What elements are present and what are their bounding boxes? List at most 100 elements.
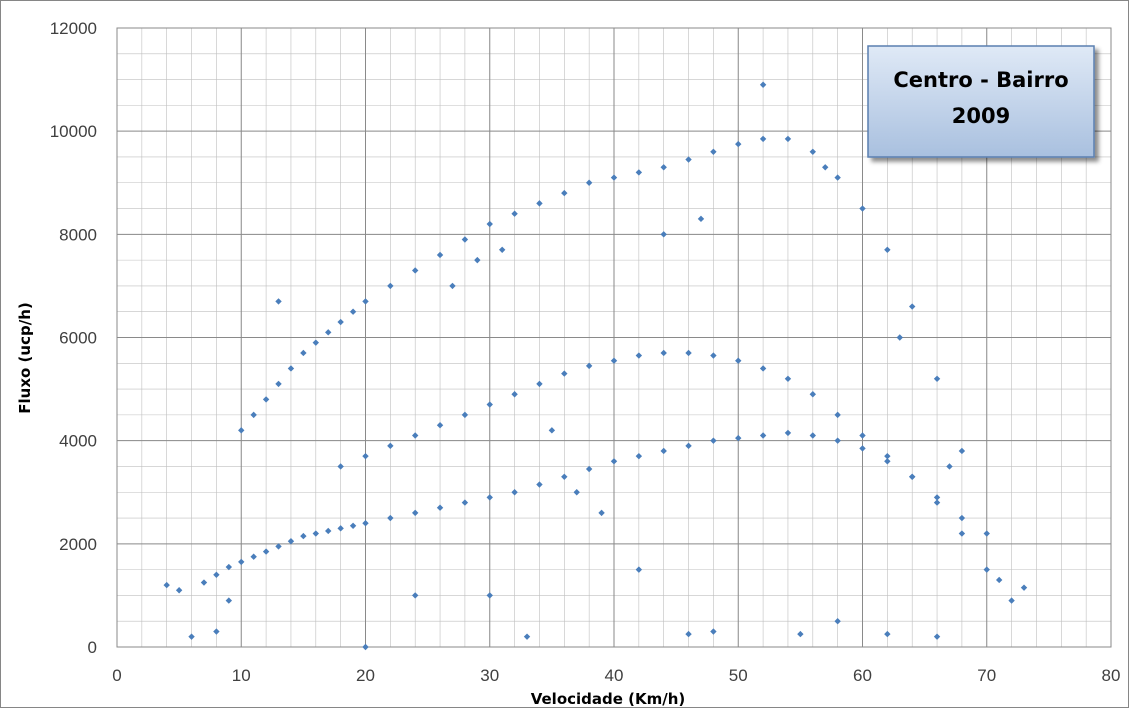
data-point: [412, 509, 419, 517]
chart-title-box: Centro - Bairro 2009: [867, 45, 1095, 158]
data-point: [287, 538, 295, 545]
data-point: [325, 329, 332, 336]
data-point: [536, 481, 543, 488]
data-point: [362, 452, 369, 460]
data-point: [933, 375, 941, 382]
data-point: [610, 458, 618, 465]
data-point: [685, 156, 692, 163]
x-tick-label: 50: [729, 666, 748, 685]
x-tick-label: 80: [1102, 666, 1121, 685]
x-tick-label: 20: [356, 666, 375, 685]
data-point: [933, 633, 941, 640]
data-point: [486, 592, 493, 599]
data-point: [635, 566, 643, 573]
data-point: [1020, 584, 1028, 591]
data-point: [461, 236, 469, 243]
x-tick-label: 10: [232, 666, 251, 685]
data-point: [275, 298, 282, 305]
data-point: [759, 81, 767, 88]
data-point: [685, 630, 692, 638]
data-point: [797, 630, 804, 638]
data-point: [387, 514, 394, 522]
data-point: [946, 463, 953, 470]
data-point: [250, 553, 257, 560]
data-point: [461, 411, 469, 419]
data-point: [449, 282, 456, 290]
data-point: [387, 442, 394, 450]
data-point: [486, 494, 493, 501]
y-tick-label: 2000: [59, 535, 97, 554]
data-point: [175, 587, 183, 594]
data-point: [300, 349, 307, 357]
y-tick-label: 4000: [59, 432, 97, 451]
data-point: [809, 148, 816, 155]
data-point: [995, 576, 1003, 584]
data-point: [884, 630, 891, 638]
data-point: [163, 581, 170, 589]
x-tick-label: 40: [605, 666, 624, 685]
data-point: [561, 189, 568, 197]
data-point: [200, 579, 208, 586]
data-point: [213, 628, 220, 635]
data-point: [561, 370, 568, 377]
chart-title: Centro - Bairro: [893, 68, 1068, 92]
data-point: [610, 174, 618, 181]
data-point: [486, 220, 493, 228]
data-point: [933, 499, 941, 506]
data-point: [238, 558, 245, 566]
data-point: [834, 174, 841, 181]
data-point: [933, 494, 941, 501]
data-point: [337, 318, 344, 326]
data-point: [635, 169, 643, 176]
x-tick-label: 30: [480, 666, 499, 685]
data-point: [250, 411, 257, 419]
data-point: [884, 452, 891, 460]
data-point: [983, 566, 990, 573]
data-point: [325, 527, 332, 535]
tick-labels: 0 10 20 30 40 50 60 70 80 0 2000 4000 6000 8000 10000 1…: [50, 19, 1121, 685]
data-point: [362, 298, 369, 305]
data-point: [660, 231, 667, 238]
data-point: [511, 210, 518, 217]
data-point: [958, 514, 966, 522]
data-point: [287, 365, 295, 372]
data-point: [809, 432, 816, 439]
plot-area: [116, 27, 1112, 648]
data-point: [436, 504, 444, 511]
data-point: [585, 465, 593, 473]
data-point: [275, 380, 282, 388]
data-point: [635, 352, 643, 359]
data-points: [163, 81, 1028, 651]
data-point: [660, 447, 667, 455]
data-point: [561, 473, 568, 480]
data-point: [225, 563, 233, 571]
data-point: [735, 357, 742, 364]
data-point: [436, 421, 444, 429]
data-point: [759, 135, 767, 143]
data-point: [735, 140, 742, 148]
data-point: [337, 525, 344, 532]
data-point: [536, 200, 543, 207]
data-point: [511, 489, 518, 496]
data-point: [511, 391, 518, 398]
data-point: [784, 429, 792, 437]
x-tick-label: 0: [112, 666, 121, 685]
data-point: [412, 592, 419, 599]
data-point: [822, 164, 829, 171]
data-point: [225, 597, 233, 604]
data-point: [710, 148, 717, 155]
data-point: [598, 509, 605, 517]
y-tick-label: 8000: [59, 225, 97, 244]
data-point: [349, 308, 357, 315]
data-point: [909, 473, 916, 480]
chart-subtitle: 2009: [952, 104, 1010, 128]
data-point: [610, 357, 618, 364]
data-point: [983, 530, 990, 537]
data-point: [461, 499, 469, 506]
data-point: [660, 164, 667, 171]
data-point: [834, 411, 841, 419]
data-point: [710, 437, 717, 444]
data-point: [859, 205, 866, 212]
